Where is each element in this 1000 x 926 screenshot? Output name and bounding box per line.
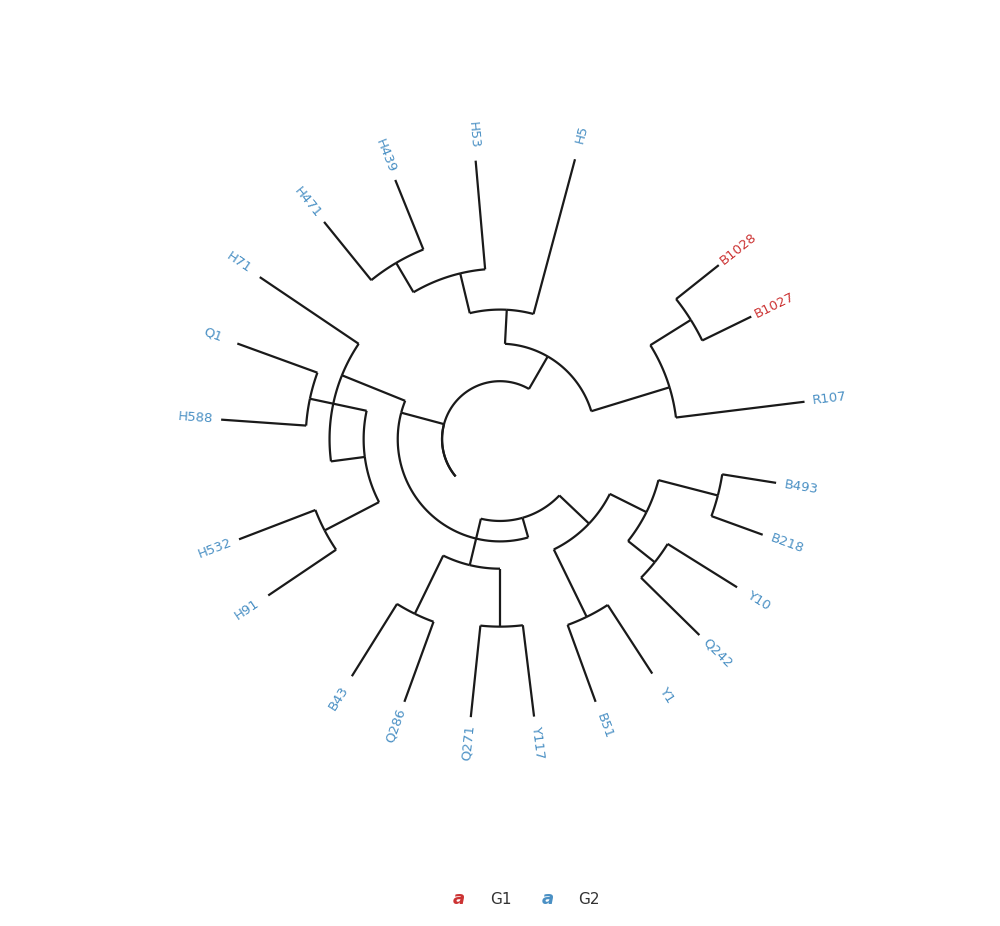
Text: B1028: B1028 bbox=[718, 231, 760, 268]
Text: Y117: Y117 bbox=[529, 724, 546, 759]
Text: Q1: Q1 bbox=[202, 325, 224, 344]
Text: H5: H5 bbox=[573, 124, 590, 145]
Text: G1: G1 bbox=[490, 892, 511, 907]
Text: H439: H439 bbox=[373, 138, 398, 175]
Text: a: a bbox=[542, 891, 554, 908]
Text: H532: H532 bbox=[196, 536, 234, 561]
Text: Y1: Y1 bbox=[656, 684, 676, 706]
Text: B218: B218 bbox=[768, 532, 805, 556]
Text: Q286: Q286 bbox=[383, 707, 408, 745]
Text: a: a bbox=[453, 891, 465, 908]
Text: H53: H53 bbox=[466, 121, 481, 149]
Text: H588: H588 bbox=[178, 410, 214, 426]
Text: B51: B51 bbox=[594, 711, 615, 741]
Text: B1027: B1027 bbox=[752, 290, 796, 320]
Text: Q242: Q242 bbox=[700, 636, 735, 670]
Text: Q271: Q271 bbox=[460, 724, 476, 761]
Text: B43: B43 bbox=[326, 683, 351, 712]
Text: H91: H91 bbox=[232, 597, 262, 622]
Text: R107: R107 bbox=[812, 390, 848, 407]
Text: H471: H471 bbox=[292, 184, 324, 219]
Text: G2: G2 bbox=[578, 892, 600, 907]
Text: H71: H71 bbox=[224, 250, 253, 276]
Text: Y10: Y10 bbox=[745, 589, 773, 613]
Text: B493: B493 bbox=[783, 478, 819, 496]
